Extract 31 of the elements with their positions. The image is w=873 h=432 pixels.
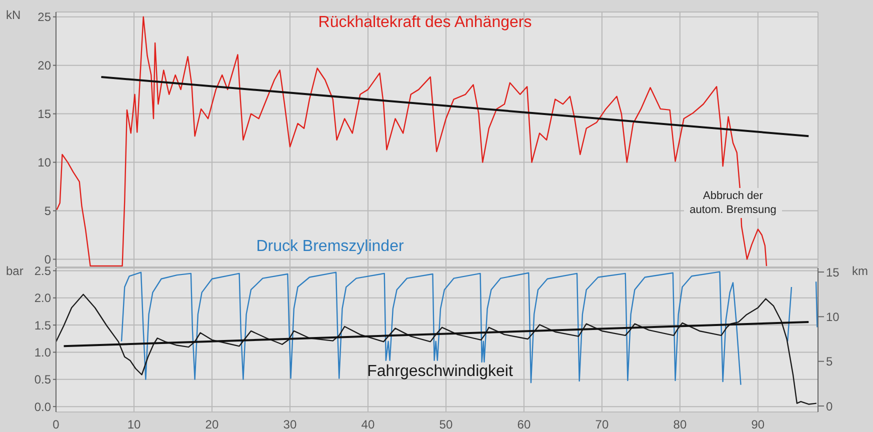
y-axis-title: kN: [6, 8, 21, 22]
x-tick-label: 20: [205, 418, 219, 432]
annotation: Abbruch der autom. Bremsung: [684, 188, 782, 218]
y-tick-label: 25: [38, 10, 52, 24]
y2-tick-label: 0: [826, 399, 833, 414]
x-tick-label: 30: [283, 418, 297, 432]
y-tick-label: 2.0: [34, 291, 52, 306]
y-tick-label: 1.0: [34, 345, 52, 360]
y-tick-label: 1.5: [34, 318, 52, 332]
x-tick-label: 70: [595, 418, 609, 432]
y-axis-title: bar: [6, 264, 24, 278]
x-tick-label: 80: [673, 418, 687, 432]
y2-tick-label: 15: [826, 265, 840, 280]
y-tick-label: 20: [38, 58, 52, 73]
x-tick-label: 90: [751, 418, 765, 432]
y-tick-label: 0.0: [34, 400, 52, 414]
y2-axis-title: km: [852, 264, 868, 278]
x-tick-label: 40: [361, 418, 375, 432]
text: Rückhaltekraft des Anhängers: [318, 14, 532, 32]
y-tick-label: 0.5: [34, 372, 52, 387]
y-tick-label: 15: [38, 107, 52, 122]
x-tick-label: 50: [439, 418, 453, 432]
x-tick-label: 10: [127, 418, 141, 432]
series-label: Fahrgeschwindigkeit: [367, 363, 513, 381]
line-series: [56, 294, 818, 405]
series-label: Druck Bremszylinder: [256, 238, 404, 256]
y-tick-label: 5: [44, 204, 52, 218]
y2-tick-label: 10: [826, 310, 840, 324]
y2-tick-label: 5: [826, 354, 833, 369]
x-tick-label: 60: [517, 418, 531, 432]
y-tick-label: 10: [38, 156, 52, 170]
